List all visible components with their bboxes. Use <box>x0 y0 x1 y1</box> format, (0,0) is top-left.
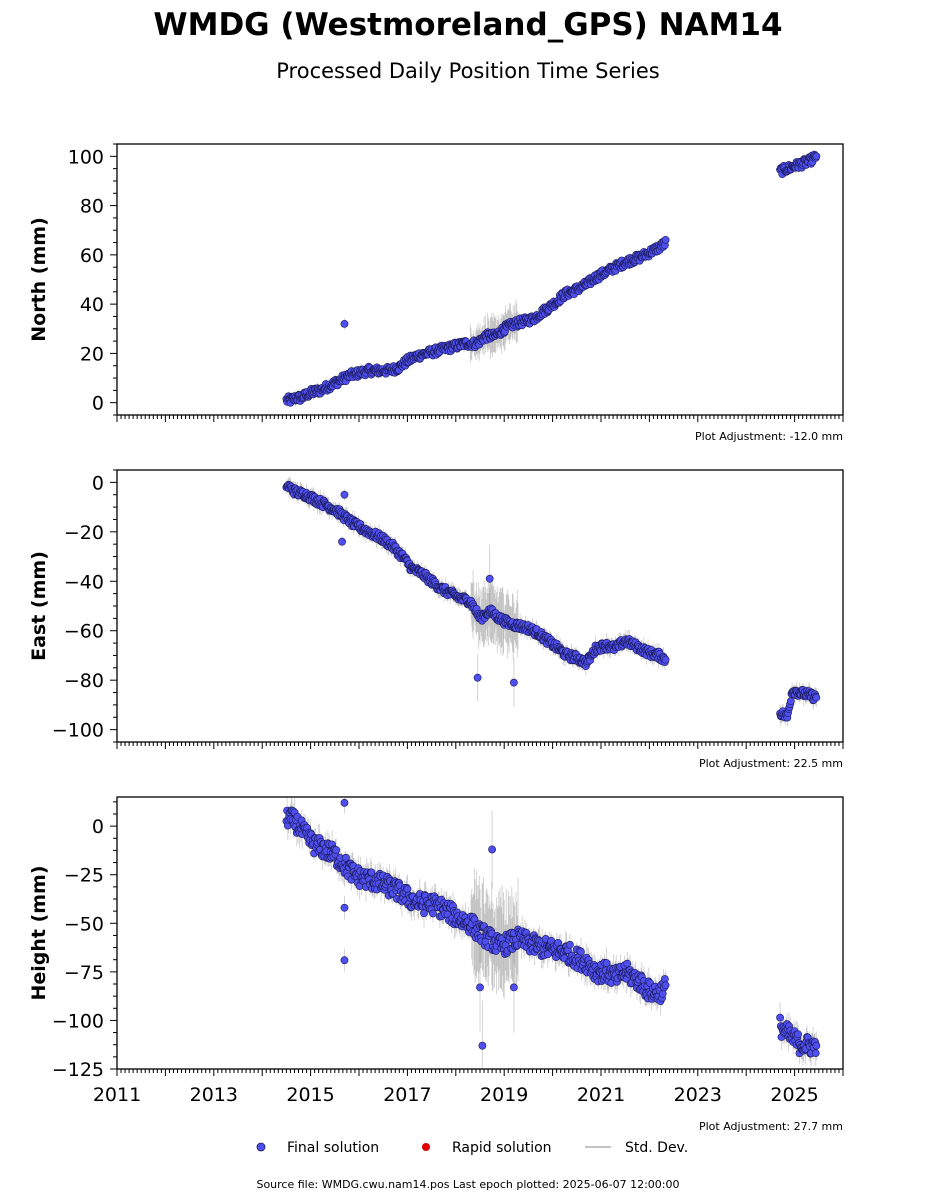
y-tick-label: 0 <box>92 816 104 838</box>
data-point <box>661 981 670 990</box>
data-point <box>786 697 795 706</box>
figure-title: WMDG (Westmoreland_GPS) NAM14 <box>153 7 782 43</box>
legend-label-final: Final solution <box>287 1140 379 1156</box>
y-tick-label: 40 <box>80 294 104 316</box>
y-tick-label: 80 <box>80 196 104 218</box>
panel-data-layer <box>282 150 821 408</box>
data-point <box>340 903 349 912</box>
source-note: Source file: WMDG.cwu.nam14.pos Last epo… <box>256 1178 679 1191</box>
legend: Final solution Rapid solution Std. Dev. <box>256 1140 688 1156</box>
data-point <box>485 574 494 583</box>
x-tick-label: 2023 <box>674 1084 722 1106</box>
data-point <box>776 1013 784 1022</box>
x-tick-label: 2015 <box>286 1084 334 1106</box>
y-tick-label: 0 <box>92 472 104 494</box>
data-point <box>476 983 484 992</box>
y-tick-label: −80 <box>64 670 104 692</box>
y-tick-label: −125 <box>52 1059 104 1081</box>
data-point <box>623 959 632 968</box>
data-point <box>661 655 670 664</box>
y-tick-label: 100 <box>68 146 104 168</box>
x-tick-label: 2021 <box>577 1084 625 1106</box>
data-point <box>794 1030 802 1039</box>
panel-data-layer <box>282 797 821 1069</box>
data-point <box>812 1041 821 1050</box>
data-point <box>811 1049 820 1058</box>
panel-1: 0 20 40 60 80 100 North (mm) Plot Adjustment: -… <box>28 143 844 443</box>
panel-3: −125 −100 −75 −50 −25 0 2011 2013 2015 2017 2019 20… <box>28 796 844 1133</box>
legend-marker-rapid <box>422 1143 430 1151</box>
x-tick-label: 2025 <box>770 1084 818 1106</box>
figure-subtitle: Processed Daily Position Time Series <box>276 59 660 83</box>
data-point <box>340 319 349 328</box>
legend-label-rapid: Rapid solution <box>452 1140 552 1156</box>
data-point <box>488 845 496 854</box>
data-point <box>341 853 350 862</box>
y-tick-label: −40 <box>64 571 104 593</box>
data-point <box>473 673 482 682</box>
data-point <box>565 940 574 949</box>
x-tick-label: 2011 <box>93 1084 141 1106</box>
data-point <box>509 678 518 687</box>
y-axis-label: Height (mm) <box>28 865 50 1000</box>
data-point <box>340 798 349 807</box>
plot-adjustment-label: Plot Adjustment: 27.7 mm <box>699 1120 843 1133</box>
data-point <box>340 956 349 965</box>
data-point <box>340 490 349 499</box>
plot-frame <box>116 143 844 416</box>
legend-marker-final <box>256 1142 266 1152</box>
y-tick-label: 20 <box>80 343 104 365</box>
y-tick-label: −60 <box>64 621 104 643</box>
y-axis-label: East (mm) <box>28 551 50 661</box>
y-tick-label: −100 <box>52 1010 104 1032</box>
panels: 0 20 40 60 80 100 North (mm) Plot Adjustment: -… <box>28 143 844 1133</box>
y-tick-label: −50 <box>64 913 104 935</box>
legend-label-stddev: Std. Dev. <box>625 1140 688 1156</box>
data-point <box>658 989 667 998</box>
y-tick-label: 0 <box>92 393 104 415</box>
data-point <box>429 909 437 918</box>
x-tick-label: 2019 <box>480 1084 528 1106</box>
data-point <box>420 909 428 918</box>
plot-adjustment-label: Plot Adjustment: 22.5 mm <box>699 757 843 770</box>
data-point <box>812 152 821 161</box>
panel-data-layer <box>282 476 821 727</box>
data-point <box>509 983 518 992</box>
data-point <box>543 950 552 959</box>
data-point <box>338 537 346 546</box>
data-point <box>332 846 341 854</box>
data-point <box>577 947 585 956</box>
y-tick-label: −20 <box>64 522 104 544</box>
data-point <box>478 1041 487 1050</box>
y-tick-label: 60 <box>80 245 104 267</box>
x-tick-label: 2013 <box>190 1084 238 1106</box>
plot-adjustment-label: Plot Adjustment: -12.0 mm <box>695 430 843 443</box>
x-tick-label: 2017 <box>383 1084 431 1106</box>
y-axis-label: North (mm) <box>28 217 50 342</box>
data-point <box>602 959 611 967</box>
y-tick-label: −25 <box>64 865 104 887</box>
y-tick-label: −75 <box>64 962 104 984</box>
data-point <box>661 235 670 244</box>
y-tick-label: −100 <box>52 720 104 742</box>
data-point <box>812 693 821 702</box>
panel-2: −100 −80 −60 −40 −20 0 East (mm) Plot Adjustmen… <box>28 469 844 770</box>
data-point <box>367 868 376 877</box>
data-point <box>403 885 412 893</box>
